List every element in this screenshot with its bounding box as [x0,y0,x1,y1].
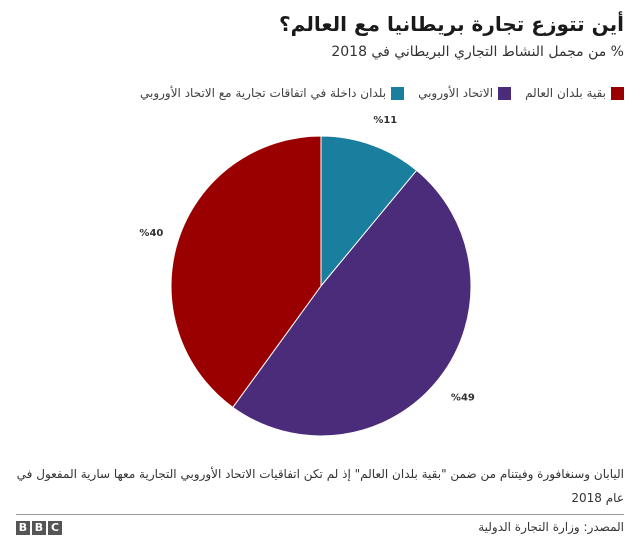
bbc-logo: B B C [16,521,62,535]
chart-subtitle: % من مجمل النشاط التجاري البريطاني في 20… [331,44,624,60]
legend-swatch [498,86,512,100]
pie-slice [232,169,472,437]
logo-block: B [16,521,30,535]
pie-slice [170,135,322,409]
pie-chart: %11 %49 %40 [139,115,475,437]
legend-label: بلدان داخلة في اتفاقات تجارية مع الاتحاد… [139,86,387,100]
logo-block: B [32,521,46,535]
legend-item-rest-of-world: بقية بلدان العالم [525,86,624,100]
legend-swatch [391,86,405,100]
footer-divider [16,514,624,515]
chart-legend: بقية بلدان العالم الاتحاد الأوروبي بلدان… [16,86,624,100]
pie-slice [320,135,418,288]
chart-title: أين تتوزع تجارة بريطانيا مع العالم؟ [279,12,624,36]
slice-data-label: %11 [373,115,397,126]
legend-item-eu: الاتحاد الأوروبي [418,86,512,100]
chart-footnote: اليابان وسنغافورة وفيتنام من ضمن "بقية ب… [16,467,624,505]
legend-swatch [611,86,624,100]
source-credit: المصدر: وزارة التجارة الدولية [478,520,624,534]
slice-data-label: %40 [139,228,163,239]
legend-label: الاتحاد الأوروبي [418,86,494,100]
slice-data-label: %49 [451,392,475,403]
logo-block: C [48,521,62,535]
legend-item-eu-agreement-countries: بلدان داخلة في اتفاقات تجارية مع الاتحاد… [139,86,405,100]
legend-label: بقية بلدان العالم [525,86,606,100]
